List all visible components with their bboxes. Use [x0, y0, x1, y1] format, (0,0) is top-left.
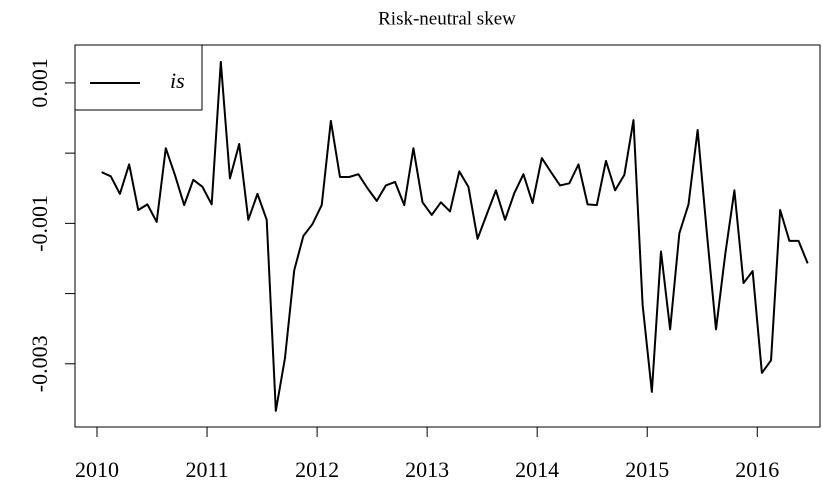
y-tick-label: 0.001 [27, 58, 52, 108]
chart-title: Risk-neutral skew [378, 8, 516, 29]
legend: is [74, 44, 203, 111]
series-line [101, 60, 809, 412]
legend-label: is [170, 68, 185, 93]
plot-frame [74, 44, 821, 428]
legend-box [74, 44, 203, 111]
x-tick-label: 2010 [75, 457, 119, 482]
x-tick-label: 2013 [405, 457, 449, 482]
y-tick-label: -0.001 [27, 195, 52, 252]
x-tick-label: 2014 [515, 457, 559, 482]
x-tick-label: 2011 [185, 457, 228, 482]
x-tick-label: 2012 [295, 457, 339, 482]
x-tick-label: 2015 [625, 457, 669, 482]
x-tick-label: 2016 [735, 457, 779, 482]
y-tick-label: -0.003 [27, 335, 52, 392]
